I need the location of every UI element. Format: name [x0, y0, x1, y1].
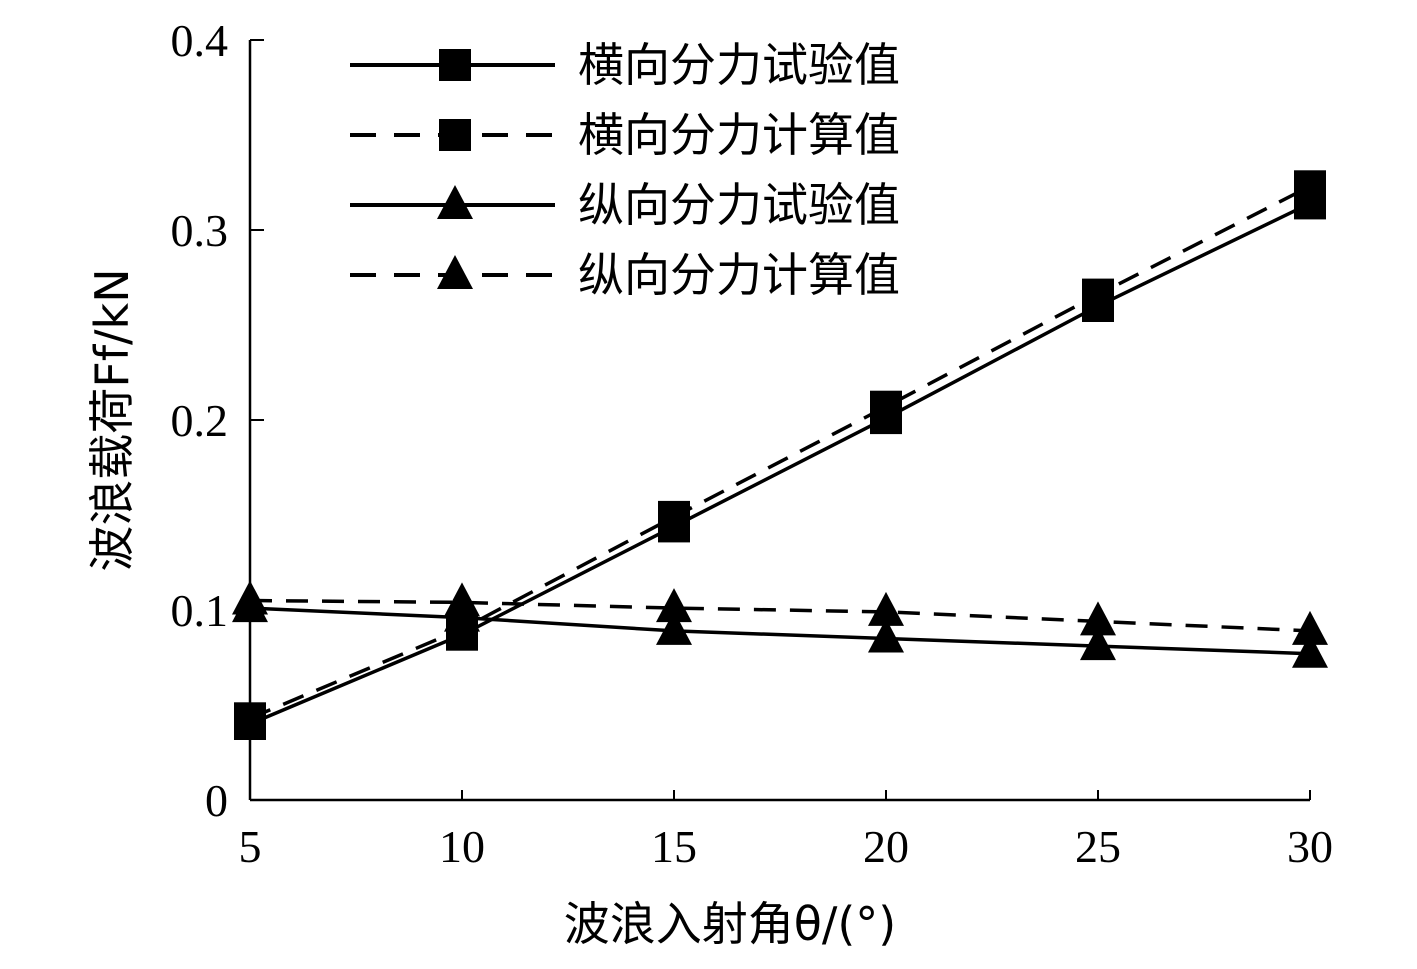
data-point: [1082, 278, 1114, 311]
legend-item: 横向分力试验值: [350, 38, 900, 92]
x-tick-label: 20: [863, 821, 909, 872]
data-point: [232, 580, 268, 615]
legend-label: 纵向分力试验值: [578, 178, 900, 232]
y-tick-label: 0: [205, 775, 228, 826]
plot-series: [232, 170, 1328, 740]
data-point: [1294, 170, 1326, 203]
y-tick-label: 0.2: [171, 395, 229, 446]
y-axis-title: 波浪载荷Ff/kN: [85, 268, 139, 571]
data-point: [870, 390, 902, 423]
legend-marker: [439, 49, 471, 81]
data-point: [658, 500, 690, 533]
y-tick-label: 0.3: [171, 205, 229, 256]
legend-label: 纵向分力计算值: [578, 248, 900, 302]
x-tick-label: 30: [1287, 821, 1333, 872]
data-point: [868, 618, 904, 653]
legend-label: 横向分力试验值: [578, 38, 900, 92]
legend-item: 纵向分力计算值: [350, 248, 900, 302]
series-line: [249, 184, 1311, 720]
legend-item: 横向分力计算值: [350, 108, 900, 162]
data-point: [656, 588, 692, 623]
x-axis-title: 波浪入射角θ/(°): [564, 897, 897, 951]
x-tick-label: 25: [1075, 821, 1121, 872]
legend-marker: [437, 185, 473, 219]
data-point: [1292, 610, 1328, 645]
legend-label: 横向分力计算值: [578, 108, 900, 162]
data-point: [1292, 633, 1328, 668]
data-point: [1080, 626, 1116, 661]
series-2: [234, 170, 1326, 735]
legend-item: 纵向分力试验值: [350, 178, 900, 232]
series-4: [232, 580, 1328, 645]
x-tick-label: 10: [439, 821, 485, 872]
data-point: [656, 610, 692, 645]
data-point: [868, 591, 904, 626]
series-line: [249, 606, 1311, 656]
data-point: [1080, 601, 1116, 636]
x-ticks: 5 10 15 20 25 30: [239, 790, 1333, 872]
legend-marker: [437, 255, 473, 289]
x-tick-label: 15: [651, 821, 697, 872]
y-ticks: 0 0.1 0.2 0.3 0.4: [171, 15, 264, 826]
axes: 5 10 15 20 25 30 0 0.1 0.2 0.3 0.4: [171, 15, 1334, 872]
series-line: [249, 201, 1311, 726]
y-tick-label: 0.4: [171, 15, 229, 66]
y-tick-label: 0.1: [171, 585, 229, 636]
x-tick-label: 5: [239, 821, 262, 872]
data-point: [234, 702, 266, 735]
legend-marker: [439, 119, 471, 151]
data-point: [444, 582, 480, 617]
series-line: [249, 598, 1311, 633]
